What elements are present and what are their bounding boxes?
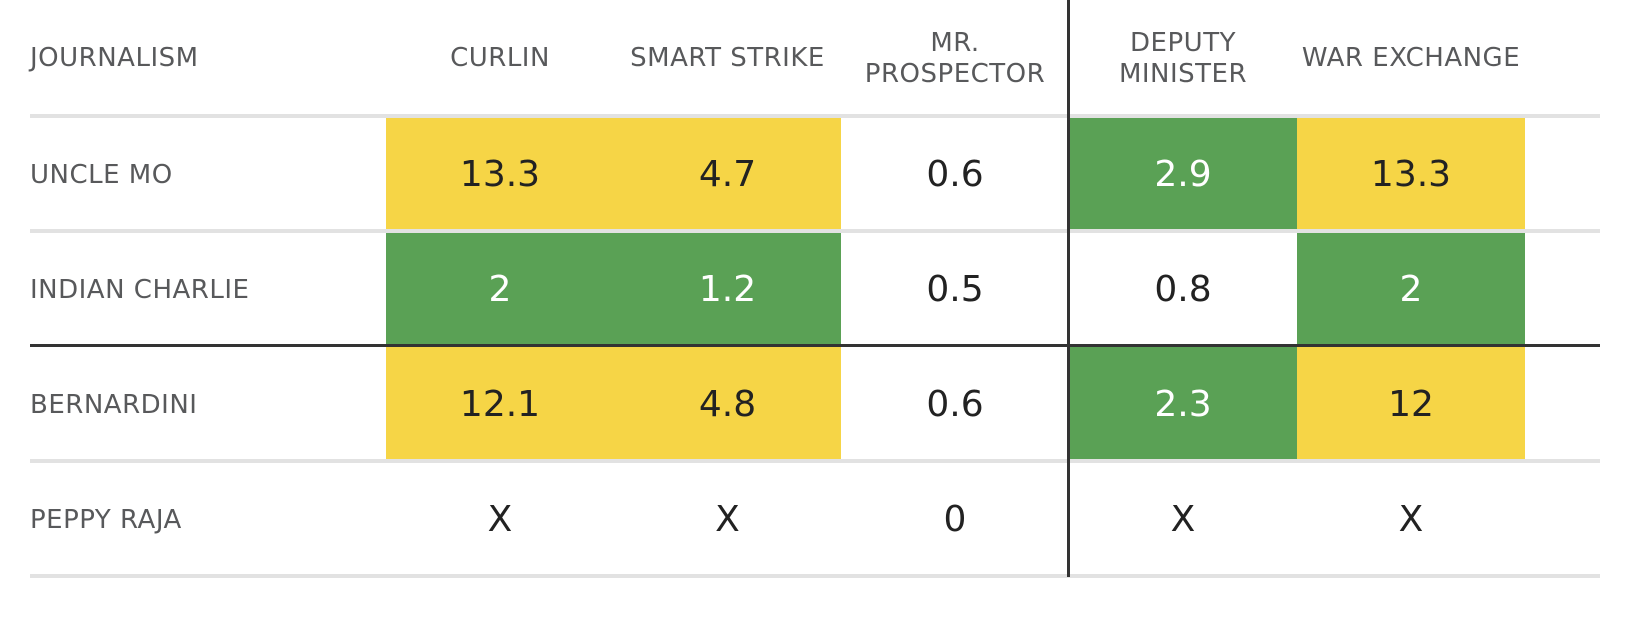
corner-label-text: JOURNALISM bbox=[30, 43, 199, 73]
cell-bernardini-mr-prospector: 0.6 bbox=[841, 347, 1069, 462]
row-rule bbox=[30, 574, 1600, 578]
row-label-uncle-mo: UNCLE MO bbox=[30, 159, 173, 190]
cell-peppy-raja-deputy-minister: X bbox=[1069, 462, 1297, 577]
cell-indian-charlie-curlin: 2 bbox=[386, 232, 614, 347]
row-label-peppy-raja: PEPPY RAJA bbox=[30, 504, 182, 535]
column-header-label: DEPUTY MINISTER bbox=[1118, 27, 1248, 89]
column-header-deputy-minister: DEPUTY MINISTER bbox=[1069, 0, 1297, 117]
cell-bernardini-smart-strike: 4.8 bbox=[614, 347, 841, 462]
column-header-label: SMART STRIKE bbox=[630, 43, 825, 73]
cell-peppy-raja-mr-prospector: 0 bbox=[841, 462, 1069, 577]
cell-indian-charlie-deputy-minister: 0.8 bbox=[1069, 232, 1297, 347]
column-header-mr-prospector: MR. PROSPECTOR bbox=[841, 0, 1069, 117]
row-rule bbox=[30, 229, 1600, 233]
heatmap-table: JOURNALISM CURLIN SMART STRIKE MR. PROSPECT… bbox=[30, 0, 1600, 606]
column-header-war-exchange: WAR EXCHANGE bbox=[1297, 0, 1525, 117]
cell-uncle-mo-smart-strike: 4.7 bbox=[614, 117, 841, 232]
cell-uncle-mo-mr-prospector: 0.6 bbox=[841, 117, 1069, 232]
cell-uncle-mo-war-exchange: 13.3 bbox=[1297, 117, 1525, 232]
cell-bernardini-war-exchange: 12 bbox=[1297, 347, 1525, 462]
cell-peppy-raja-curlin: X bbox=[386, 462, 614, 577]
cell-bernardini-curlin: 12.1 bbox=[386, 347, 614, 462]
group-divider-horizontal bbox=[30, 344, 1600, 347]
row-label-indian-charlie: INDIAN CHARLIE bbox=[30, 274, 250, 305]
cell-uncle-mo-curlin: 13.3 bbox=[386, 117, 614, 232]
column-header-smart-strike: SMART STRIKE bbox=[614, 0, 841, 117]
row-rule bbox=[30, 114, 1600, 118]
column-header-label: CURLIN bbox=[450, 43, 550, 73]
cell-indian-charlie-smart-strike: 1.2 bbox=[614, 232, 841, 347]
cell-indian-charlie-mr-prospector: 0.5 bbox=[841, 232, 1069, 347]
cell-peppy-raja-smart-strike: X bbox=[614, 462, 841, 577]
cell-uncle-mo-deputy-minister: 2.9 bbox=[1069, 117, 1297, 232]
group-divider-vertical bbox=[1067, 0, 1070, 577]
column-header-label: MR. PROSPECTOR bbox=[864, 27, 1046, 89]
column-header-label: WAR EXCHANGE bbox=[1301, 43, 1521, 73]
cell-peppy-raja-war-exchange: X bbox=[1297, 462, 1525, 577]
row-rule bbox=[30, 459, 1600, 463]
corner-label: JOURNALISM bbox=[30, 0, 386, 117]
cell-bernardini-deputy-minister: 2.3 bbox=[1069, 347, 1297, 462]
column-header-curlin: CURLIN bbox=[386, 0, 614, 117]
cell-indian-charlie-war-exchange: 2 bbox=[1297, 232, 1525, 347]
row-label-bernardini: BERNARDINI bbox=[30, 389, 198, 420]
